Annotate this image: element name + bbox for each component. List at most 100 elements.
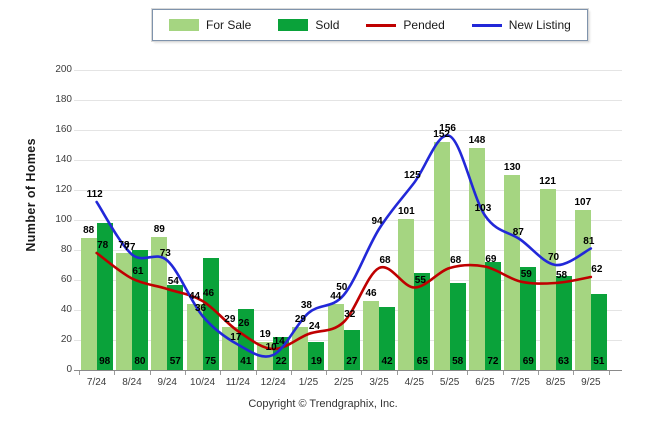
- legend-item-pended: Pended: [366, 18, 445, 32]
- pended-value-label: 55: [414, 274, 426, 286]
- y-tick-label: 40: [60, 304, 72, 315]
- for-sale-value-label: 101: [398, 205, 415, 217]
- sold-value-label: 80: [134, 356, 146, 367]
- bar-for-sale: [363, 301, 380, 370]
- x-axis-tick: [432, 371, 433, 375]
- for-sale-swatch-icon: [169, 19, 199, 31]
- gridline: [74, 100, 622, 101]
- new-listing-value-label: 156: [439, 123, 456, 134]
- pended-value-label: 58: [555, 270, 568, 281]
- bar-sold: [590, 293, 607, 370]
- y-axis-title: Number of Homes: [24, 138, 38, 252]
- y-tick-label: 100: [55, 214, 72, 225]
- for-sale-value-label: 29: [224, 313, 236, 325]
- legend-label-pended: Pended: [403, 18, 445, 32]
- x-tick-label: 11/24: [225, 377, 250, 388]
- pended-value-label: 68: [450, 255, 462, 266]
- x-axis-tick: [184, 371, 186, 375]
- sold-value-label: 42: [381, 356, 393, 367]
- bar-for-sale: [539, 188, 556, 370]
- new-listing-value-label: 112: [86, 189, 103, 200]
- for-sale-value-label: 130: [503, 162, 521, 173]
- x-tick-label: 3/25: [369, 377, 389, 388]
- y-tick-label: 140: [55, 154, 72, 165]
- bar-for-sale: [327, 304, 344, 370]
- new-listing-value-label: 77: [124, 241, 136, 253]
- sold-value-label: 41: [240, 356, 252, 367]
- sold-value-label: 51: [593, 356, 605, 367]
- x-tick-label: 8/24: [122, 377, 142, 388]
- legend-item-sold: Sold: [278, 18, 339, 32]
- x-axis-tick: [361, 371, 363, 375]
- bar-for-sale: [504, 175, 521, 370]
- x-axis-tick: [79, 371, 80, 375]
- y-tick-label: 0: [66, 364, 72, 375]
- new-listing-value-label: 38: [300, 300, 312, 311]
- x-tick-label: 6/25: [475, 377, 495, 388]
- sold-value-label: 27: [346, 356, 358, 367]
- y-tick-label: 120: [55, 184, 72, 195]
- for-sale-value-label: 19: [259, 328, 271, 340]
- x-tick-label: 9/25: [581, 377, 601, 388]
- sold-value-label: 75: [204, 356, 217, 367]
- gridline: [74, 130, 622, 131]
- sold-value-label: 69: [522, 356, 534, 367]
- new-listing-value-label: 81: [583, 235, 595, 247]
- legend-item-for-sale: For Sale: [169, 18, 251, 32]
- for-sale-value-label: 121: [539, 175, 556, 187]
- x-tick-label: 1/25: [298, 377, 319, 388]
- x-axis-tick: [537, 371, 539, 375]
- y-tick-label: 160: [55, 124, 72, 135]
- x-tick-label: 5/25: [439, 377, 460, 388]
- bar-for-sale: [468, 148, 485, 370]
- bar-for-sale: [398, 218, 415, 370]
- pended-value-label: 59: [520, 268, 532, 280]
- legend-item-new-listing: New Listing: [471, 18, 571, 32]
- gridline: [74, 160, 622, 161]
- copyright-text: Copyright © Trendgraphix, Inc.: [248, 398, 398, 410]
- sold-value-label: 57: [169, 356, 181, 367]
- new-listing-value-label: 70: [547, 252, 560, 263]
- pended-value-label: 24: [308, 321, 320, 332]
- for-sale-value-label: 148: [468, 135, 486, 146]
- gridline: [74, 70, 622, 71]
- new-listing-value-label: 73: [159, 247, 171, 259]
- bar-for-sale: [115, 253, 132, 370]
- pended-value-label: 68: [379, 255, 391, 266]
- y-tick-label: 80: [60, 244, 72, 255]
- new-listing-value-label: 17: [230, 331, 242, 343]
- new-listing-value-label: 10: [265, 342, 277, 353]
- x-tick-label: 7/24: [86, 377, 107, 388]
- pended-value-label: 78: [97, 240, 109, 251]
- new-listing-value-label: 103: [474, 202, 492, 214]
- x-tick-label: 7/25: [510, 377, 530, 388]
- pended-line-swatch-icon: [366, 23, 397, 27]
- new-listing-value-label: 87: [512, 226, 524, 238]
- sold-value-label: 22: [275, 356, 287, 367]
- x-axis-tick: [290, 371, 292, 375]
- bar-for-sale: [292, 326, 309, 370]
- bar-for-sale: [574, 209, 591, 370]
- sold-value-label: 63: [557, 356, 570, 367]
- x-tick-label: 10/24: [190, 377, 216, 388]
- new-listing-value-label: 50: [336, 282, 348, 293]
- legend-label-sold: Sold: [315, 18, 340, 32]
- x-axis-tick: [326, 371, 328, 375]
- for-sale-value-label: 89: [153, 223, 165, 235]
- x-tick-label: 8/25: [545, 377, 566, 388]
- x-axis-tick: [255, 371, 257, 375]
- pended-value-label: 46: [202, 288, 215, 299]
- x-tick-label: 12/24: [260, 377, 286, 388]
- bar-sold: [520, 266, 537, 370]
- bar-for-sale: [433, 142, 450, 370]
- legend: For Sale Sold Pended New Listing: [151, 8, 589, 42]
- sold-value-label: 72: [487, 356, 499, 367]
- x-axis-tick: [149, 371, 151, 375]
- y-tick-label: 200: [55, 64, 72, 75]
- x-axis-tick: [502, 371, 504, 375]
- sold-value-label: 98: [99, 356, 111, 367]
- x-tick-label: 9/24: [157, 377, 177, 388]
- sold-value-label: 65: [416, 356, 428, 367]
- y-tick-label: 20: [60, 334, 72, 345]
